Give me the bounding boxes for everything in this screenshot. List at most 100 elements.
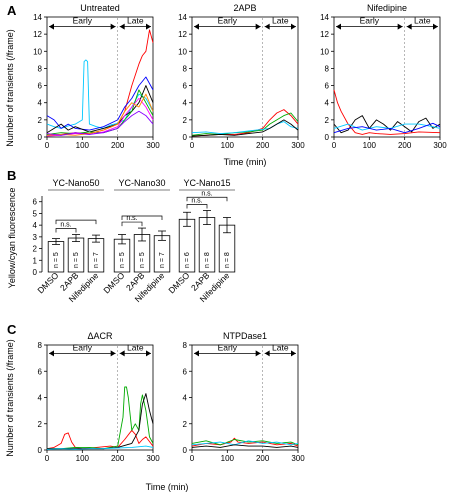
x-tick-label: 200 xyxy=(111,141,125,150)
series-line-2 xyxy=(333,115,441,134)
series-line-3 xyxy=(191,440,299,446)
late-arrowhead-right xyxy=(291,23,296,30)
series-line-4 xyxy=(46,445,154,450)
n-label: n = 8 xyxy=(224,252,231,268)
series-line-2 xyxy=(47,386,154,450)
y-tick-label: 10 xyxy=(178,47,187,56)
series-line-4 xyxy=(191,444,299,448)
panel-c-xlabel: Time (min) xyxy=(146,482,189,492)
early-arrowhead-left xyxy=(49,23,54,30)
x-tick-label: 200 xyxy=(256,454,270,463)
y-tick-label: 10 xyxy=(33,47,42,56)
x-tick-label: 100 xyxy=(363,141,377,150)
n-label: n = 6 xyxy=(184,252,191,268)
x-tick-label: 100 xyxy=(76,454,90,463)
y-tick-label: 4 xyxy=(183,99,188,108)
early-arrowhead-left xyxy=(336,23,341,30)
significance-bracket xyxy=(55,219,97,225)
series-line-7 xyxy=(46,93,154,136)
early-label: Early xyxy=(218,16,238,26)
x-tick-label: 100 xyxy=(76,141,90,150)
n-label: n = 5 xyxy=(119,252,126,268)
n-label: n = 5 xyxy=(139,252,146,268)
panel-b-y-axis: 0 1 2 3 4 5 6 xyxy=(33,196,43,277)
late-arrowhead-left xyxy=(119,350,125,357)
x-tick-label: 300 xyxy=(291,454,305,463)
y-tick-label: 4 xyxy=(38,394,43,403)
y-tick-label: 0 xyxy=(325,133,330,142)
x-tick-label: 300 xyxy=(433,141,447,150)
series-line-2 xyxy=(46,29,154,136)
chart-title: YC-Nano15 xyxy=(183,178,230,188)
series-line-3 xyxy=(191,121,299,135)
y-tick-label: 4 xyxy=(183,394,188,403)
early-label: Early xyxy=(360,16,380,26)
y-tick-label: 2 xyxy=(38,420,43,429)
late-arrowhead-right xyxy=(146,23,151,30)
late-label: Late xyxy=(272,342,289,352)
y-tick-label: 5 xyxy=(33,209,38,218)
y-tick-label: 0 xyxy=(183,446,188,455)
y-tick-label: 8 xyxy=(183,64,188,73)
y-tick-label: 1 xyxy=(33,256,38,265)
plot-frame xyxy=(191,16,299,138)
panel-label-a: A xyxy=(7,3,17,18)
y-tick-label: 8 xyxy=(38,341,43,350)
early-arrowhead-right xyxy=(110,350,116,357)
y-tick-label: 4 xyxy=(38,99,43,108)
y-tick-label: 2 xyxy=(38,116,43,125)
chart-title: Nifedipine xyxy=(367,3,407,13)
late-label: Late xyxy=(414,16,431,26)
y-tick-label: 6 xyxy=(183,82,188,91)
series-line-3 xyxy=(47,393,154,450)
panel-c-ylabel: Number of transients (/frame) xyxy=(5,339,15,457)
y-tick-label: 4 xyxy=(325,99,330,108)
series-line-4 xyxy=(333,122,441,134)
y-tick-label: 6 xyxy=(38,367,43,376)
late-label: Late xyxy=(127,16,144,26)
y-tick-label: 14 xyxy=(33,13,42,22)
plot-frame xyxy=(333,16,441,138)
series-line-1 xyxy=(46,429,154,450)
early-arrowhead-right xyxy=(255,23,261,30)
significance-bracket xyxy=(55,228,77,233)
chart-title: NTPDase1 xyxy=(223,331,267,341)
early-label: Early xyxy=(73,342,93,352)
plot-frame xyxy=(191,344,299,451)
category-label: DMSO xyxy=(101,270,126,295)
late-arrowhead-left xyxy=(264,23,270,30)
late-arrowhead-right xyxy=(291,350,296,357)
y-tick-label: 8 xyxy=(183,341,188,350)
series-line-2 xyxy=(191,112,299,136)
significance-label: n.s. xyxy=(201,190,212,197)
late-arrowhead-right xyxy=(146,350,151,357)
early-arrowhead-left xyxy=(194,23,199,30)
chart-title: ΔACR xyxy=(87,331,113,341)
panel-c-charts: ΔACR 0 2 4 6 8 0 100 200 300 Early Late NTPDase1 0 2 4 6… xyxy=(38,331,306,463)
late-arrowhead-right xyxy=(433,23,438,30)
y-tick-label: 6 xyxy=(183,367,188,376)
series-line-4 xyxy=(46,85,154,134)
significance-bracket xyxy=(186,196,228,202)
y-tick-label: 0 xyxy=(38,133,43,142)
y-tick-label: 4 xyxy=(33,221,38,230)
y-tick-label: 8 xyxy=(325,64,330,73)
significance-label: n.s. xyxy=(126,215,137,222)
early-arrowhead-left xyxy=(49,350,54,357)
x-tick-label: 200 xyxy=(111,454,125,463)
chart-A-2apb: 2APB 0 2 4 6 8 10 12 14 0 100 200 300 Early Late xyxy=(178,3,305,150)
y-tick-label: 0 xyxy=(33,268,38,277)
y-tick-label: 0 xyxy=(183,133,188,142)
x-tick-label: 300 xyxy=(146,454,160,463)
category-label: DMSO xyxy=(35,270,60,295)
chart-C-ntpdase1: NTPDase1 0 2 4 6 8 0 100 200 300 Early Late xyxy=(183,331,306,463)
significance-bracket xyxy=(121,221,143,227)
panel-a-xlabel: Time (min) xyxy=(224,157,267,167)
late-arrowhead-left xyxy=(406,23,412,30)
y-tick-label: 12 xyxy=(33,30,42,39)
n-label: n = 5 xyxy=(73,252,80,268)
